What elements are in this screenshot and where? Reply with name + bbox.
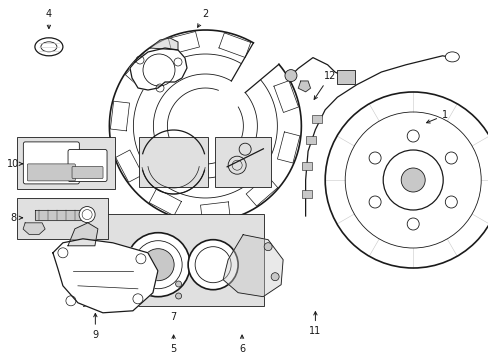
Text: 8: 8 [10, 213, 22, 223]
Ellipse shape [35, 38, 63, 56]
Text: 11: 11 [308, 312, 321, 336]
Polygon shape [298, 81, 310, 92]
Bar [17, 137, 115, 189]
Circle shape [142, 249, 174, 281]
Text: 9: 9 [92, 314, 98, 340]
Polygon shape [53, 239, 158, 313]
Circle shape [368, 152, 380, 164]
Bar [215, 137, 271, 187]
Circle shape [445, 196, 456, 208]
Bar [302, 162, 311, 170]
Circle shape [175, 281, 181, 287]
Text: 6: 6 [239, 335, 244, 354]
Bar [337, 70, 355, 84]
Polygon shape [35, 210, 82, 220]
Circle shape [126, 233, 190, 297]
Circle shape [270, 273, 279, 281]
Circle shape [368, 196, 380, 208]
Circle shape [400, 168, 425, 192]
Circle shape [79, 207, 95, 222]
Text: 3: 3 [129, 259, 142, 286]
Bar [302, 190, 311, 198]
Circle shape [445, 152, 456, 164]
Bar [17, 198, 107, 239]
FancyBboxPatch shape [27, 164, 75, 181]
FancyBboxPatch shape [68, 149, 107, 181]
Text: 4: 4 [46, 9, 52, 28]
Text: 12: 12 [313, 71, 336, 99]
Text: 7: 7 [170, 312, 176, 322]
Bar [139, 137, 207, 187]
Ellipse shape [445, 52, 458, 62]
FancyBboxPatch shape [72, 167, 103, 179]
Bar [305, 136, 315, 144]
Bar [311, 115, 321, 123]
Circle shape [407, 218, 418, 230]
Text: 2: 2 [197, 9, 208, 27]
Polygon shape [223, 235, 283, 297]
Polygon shape [150, 38, 178, 50]
Polygon shape [68, 223, 98, 246]
Circle shape [264, 243, 272, 251]
FancyBboxPatch shape [23, 142, 79, 184]
Circle shape [175, 293, 181, 299]
Polygon shape [23, 223, 45, 234]
Text: 5: 5 [170, 335, 176, 354]
Circle shape [285, 69, 296, 82]
Text: 10: 10 [7, 159, 22, 169]
Polygon shape [130, 48, 186, 90]
Circle shape [188, 240, 238, 290]
Text: 1: 1 [426, 110, 447, 123]
Bar [83, 214, 264, 306]
Circle shape [407, 130, 418, 142]
